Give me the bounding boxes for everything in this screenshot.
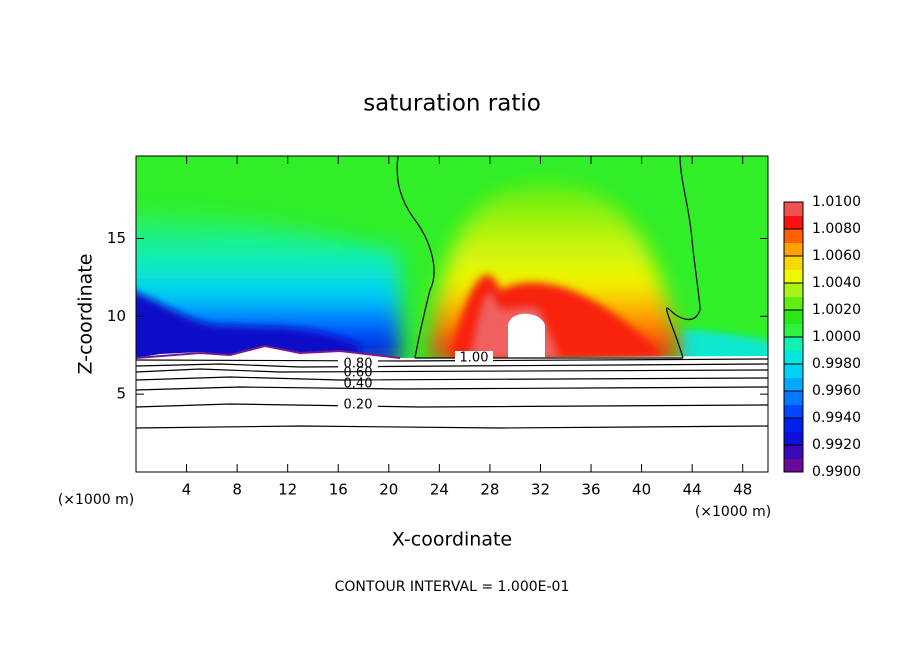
x-tick-label: 44 bbox=[683, 481, 702, 499]
colorbar-segment bbox=[784, 296, 803, 311]
colorbar-tick-label: 0.9940 bbox=[812, 410, 861, 426]
colorbar-segment bbox=[784, 404, 803, 419]
colorbar-tick-label: 1.0020 bbox=[812, 302, 861, 318]
colorbar-segment bbox=[784, 377, 803, 392]
x-tick-label: 48 bbox=[733, 481, 752, 499]
colorbar-segment bbox=[784, 364, 803, 378]
contour-line bbox=[136, 358, 768, 362]
colorbar-segment bbox=[784, 350, 803, 365]
colorbar-tick-label: 0.9920 bbox=[812, 437, 861, 453]
x-tick-label: 8 bbox=[232, 481, 242, 499]
plot-frame bbox=[135, 155, 769, 473]
contour-label: 1.00 bbox=[460, 351, 489, 366]
colorbar-segment bbox=[784, 431, 803, 446]
y-tick-label: 10 bbox=[107, 307, 126, 325]
y-tick-label: 5 bbox=[116, 385, 126, 403]
chart-title: saturation ratio bbox=[363, 91, 541, 117]
unit-label: (×1000 m) bbox=[695, 504, 771, 520]
x-tick-label: 24 bbox=[430, 481, 449, 499]
colorbar-segment bbox=[784, 242, 803, 257]
colorbar-segment bbox=[784, 418, 803, 432]
colorbar-tick-label: 0.9960 bbox=[812, 383, 861, 399]
colorbar-tick-label: 0.9900 bbox=[812, 464, 861, 480]
colorbar-segment bbox=[784, 337, 803, 351]
x-tick-label: 20 bbox=[379, 481, 398, 499]
contour-label: 0.20 bbox=[344, 398, 373, 413]
contour-label: 0.40 bbox=[344, 377, 373, 392]
contour-line bbox=[666, 156, 701, 359]
contour-line bbox=[136, 425, 768, 429]
colorbar-segment bbox=[784, 310, 803, 324]
y-tick-label: 15 bbox=[107, 229, 126, 247]
colorbar-tick-label: 1.0060 bbox=[812, 248, 861, 264]
contour-line bbox=[396, 156, 435, 359]
field bbox=[136, 156, 768, 472]
colorbar-tick-label: 0.9980 bbox=[812, 356, 861, 372]
x-tick-label: 28 bbox=[480, 481, 499, 499]
colorbar-segment bbox=[784, 215, 803, 230]
colorbar-tick-label: 1.0000 bbox=[812, 329, 861, 345]
unit-label: (×1000 m) bbox=[58, 492, 134, 508]
x-tick-label: 40 bbox=[632, 481, 651, 499]
y-axis-label: Z-coordinate bbox=[75, 254, 97, 375]
x-tick-label: 36 bbox=[581, 481, 600, 499]
colorbar-tick-label: 1.0100 bbox=[812, 194, 861, 210]
contour-line bbox=[136, 403, 768, 408]
contour-line bbox=[136, 363, 768, 368]
x-tick-label: 12 bbox=[278, 481, 297, 499]
colorbar-segment bbox=[784, 202, 803, 216]
colorbar-segment bbox=[784, 229, 803, 243]
contour-line bbox=[136, 386, 768, 391]
x-axis-label: X-coordinate bbox=[392, 529, 512, 551]
colorbar-segment bbox=[784, 323, 803, 338]
contour-label: 0.80 bbox=[344, 357, 373, 372]
colorbar-tick-label: 1.0040 bbox=[812, 275, 861, 291]
colorbar-segment bbox=[784, 458, 803, 473]
contour-label: 0.60 bbox=[344, 366, 373, 381]
colorbar-segment bbox=[784, 391, 803, 405]
x-tick-label: 32 bbox=[531, 481, 550, 499]
colorbar-segment bbox=[784, 269, 803, 284]
colorbar-segment bbox=[784, 256, 803, 270]
contour-line bbox=[136, 368, 768, 373]
colorbar-segment bbox=[784, 445, 803, 459]
x-tick-label: 16 bbox=[329, 481, 348, 499]
footer: CONTOUR INTERVAL = 1.000E-01 bbox=[335, 579, 570, 595]
contour-line bbox=[136, 376, 768, 381]
colorbar-segment bbox=[784, 283, 803, 297]
colorbar-tick-label: 1.0080 bbox=[812, 221, 861, 237]
x-tick-label: 4 bbox=[182, 481, 192, 499]
